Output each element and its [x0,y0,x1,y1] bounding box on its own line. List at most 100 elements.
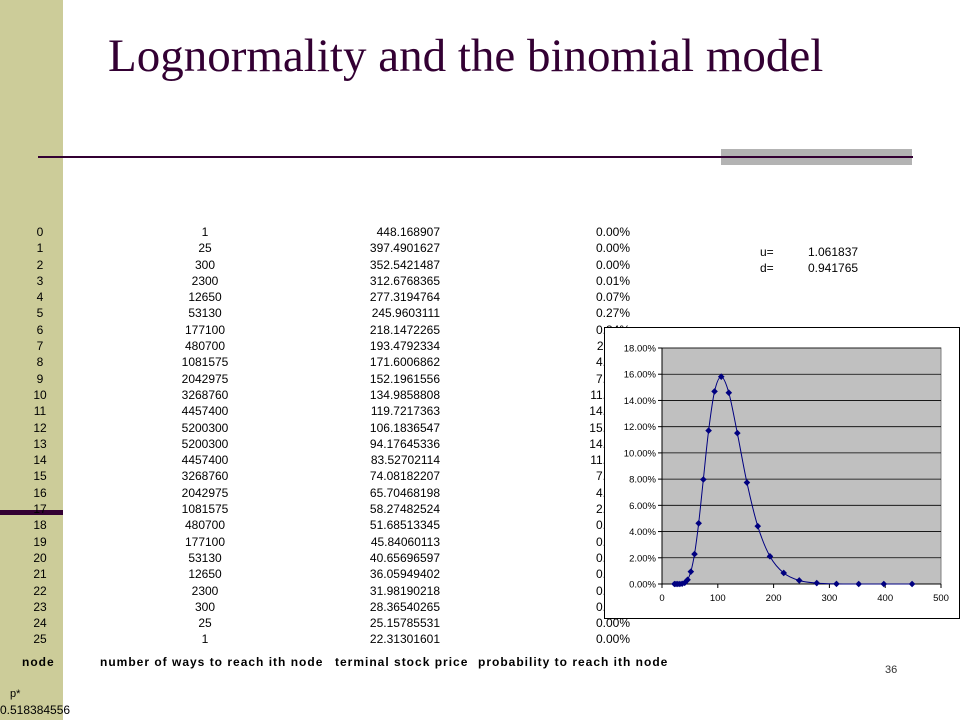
node-cell: 16 [33,485,47,500]
ways-cell: 4457400 [181,453,229,468]
title-rule-accent-line [721,156,912,158]
data-point [833,580,840,588]
ways-cell: 25 [198,241,212,256]
ways-cell: 177100 [184,534,226,549]
x-tick-label: 100 [710,593,726,604]
y-tick-label: 2.00% [629,553,656,564]
price-cell: 106.1836547 [369,420,440,435]
node-cell: 2 [36,257,44,272]
node-cell: 5 [36,306,44,321]
node-cell: 12 [33,420,47,435]
data-point [734,429,741,437]
node-cell: 19 [33,534,47,549]
node-cell: 11 [33,404,47,419]
data-point [813,579,821,587]
slide-title: Lognormality and the binomial model [108,30,824,82]
ways-cell: 5200300 [181,420,229,435]
price-cell: 312.6768365 [369,273,440,288]
ways-cell: 53130 [188,550,222,565]
node-cell: 21 [33,567,47,582]
probability-cell: 0.00% [595,632,630,647]
node-cell: 0 [36,225,44,239]
price-cell: 245.9603111 [371,306,440,321]
price-cell: 58.27482524 [369,502,440,517]
y-tick-label: 4.00% [629,527,656,538]
header-probability: probability to reach ith node [478,655,669,669]
price-cell: 28.36540265 [369,599,440,614]
ways-cell: 1 [201,225,209,239]
ways-cell: 3268760 [181,469,229,484]
data-point [743,479,751,486]
parameters: u= 1.061837 d= 0.941765 [760,244,858,276]
price-cell: 22.31301601 [369,632,440,647]
header-price: terminal stock price [335,655,469,669]
side-accent-mark [0,510,63,515]
pstar-label: p* [10,688,21,700]
ways-cell: 1081575 [181,355,229,370]
price-cell: 94.17645336 [369,436,440,451]
data-point [705,427,712,434]
node-cell: 13 [33,436,47,451]
data-point [678,580,686,588]
ways-cell: 1081575 [181,502,229,517]
data-point [687,568,695,575]
probability-cell: 0.07% [595,290,630,305]
node-cell: 7 [36,339,44,354]
ways-cell: 5200300 [181,436,229,451]
probability-cell: 0.01% [595,273,630,288]
title-rule [38,156,913,158]
ways-cell: 480700 [184,339,226,354]
price-cell: 152.1961556 [369,371,440,386]
d-label: d= [760,261,774,275]
u-value: 1.061837 [808,245,859,259]
price-cell: 51.68513345 [369,518,440,533]
pstar-value: 0.518384556 [0,703,71,717]
node-cell: 14 [33,453,47,468]
plot-area [661,347,942,585]
price-cell: 352.5421487 [369,257,440,272]
y-tick-label: 14.00% [624,396,657,407]
price-cell: 45.84060113 [370,534,440,549]
price-cell: 397.4901627 [369,241,440,256]
data-point [754,522,762,530]
price-cell: 31.98190218 [369,583,440,598]
node-cell: 24 [33,616,47,631]
probability-cell: 0.00% [595,257,630,272]
ways-cell: 300 [194,257,216,272]
price-cell: 40.65696597 [369,550,440,565]
data-point [780,569,788,577]
ways-column: 1 25 300 2300 12650 53130 177100 480700 1081575 2… [160,224,250,648]
chart-svg: 0.00% 2.00% 4.00% 6.00% 8.00% 10.00% 12.00% 14.… [624,344,949,605]
y-tick-label: 8.00% [629,475,656,486]
node-cell: 15 [33,469,47,484]
data-point [725,389,733,397]
x-tick-label: 400 [877,593,893,604]
price-cell: 74.08182207 [369,469,440,484]
data-point [795,577,803,584]
probability-cell: 0.00% [595,616,630,631]
data-point [880,580,888,588]
price-cell: 134.9858808 [369,387,440,402]
node-cell: 1 [36,241,44,256]
price-column: 448.168907 397.4901627 352.5421487 312.6768… [330,224,440,648]
price-cell: 277.3194764 [369,290,440,305]
ways-cell: 2042975 [181,485,229,500]
header-ways: number of ways to reach ith node [100,655,324,669]
ways-cell: 300 [194,599,216,614]
d-value: 0.941765 [808,261,859,275]
node-cell: 18 [33,518,47,533]
node-cell: 9 [36,371,44,386]
ways-cell: 25 [198,616,212,631]
node-cell: 10 [33,387,47,402]
y-tick-label: 0.00% [629,580,656,591]
ways-cell: 3268760 [181,387,229,402]
ways-cell: 2042975 [181,371,229,386]
ways-cell: 4457400 [181,404,229,419]
node-column: 0 1 2 3 4 5 6 7 8 9 10 11 12 13 14 15 16 17 18 19 20 21 22 23 24… [20,224,60,648]
price-cell: 119.7217363 [370,404,440,419]
ways-cell: 53130 [188,306,222,321]
probability-chart: 0.00% 2.00% 4.00% 6.00% 8.00% 10.00% 12.00% 14.… [604,327,960,619]
x-tick-label: 500 [933,593,949,604]
ways-cell: 2300 [191,273,219,288]
node-cell: 17 [33,502,47,517]
